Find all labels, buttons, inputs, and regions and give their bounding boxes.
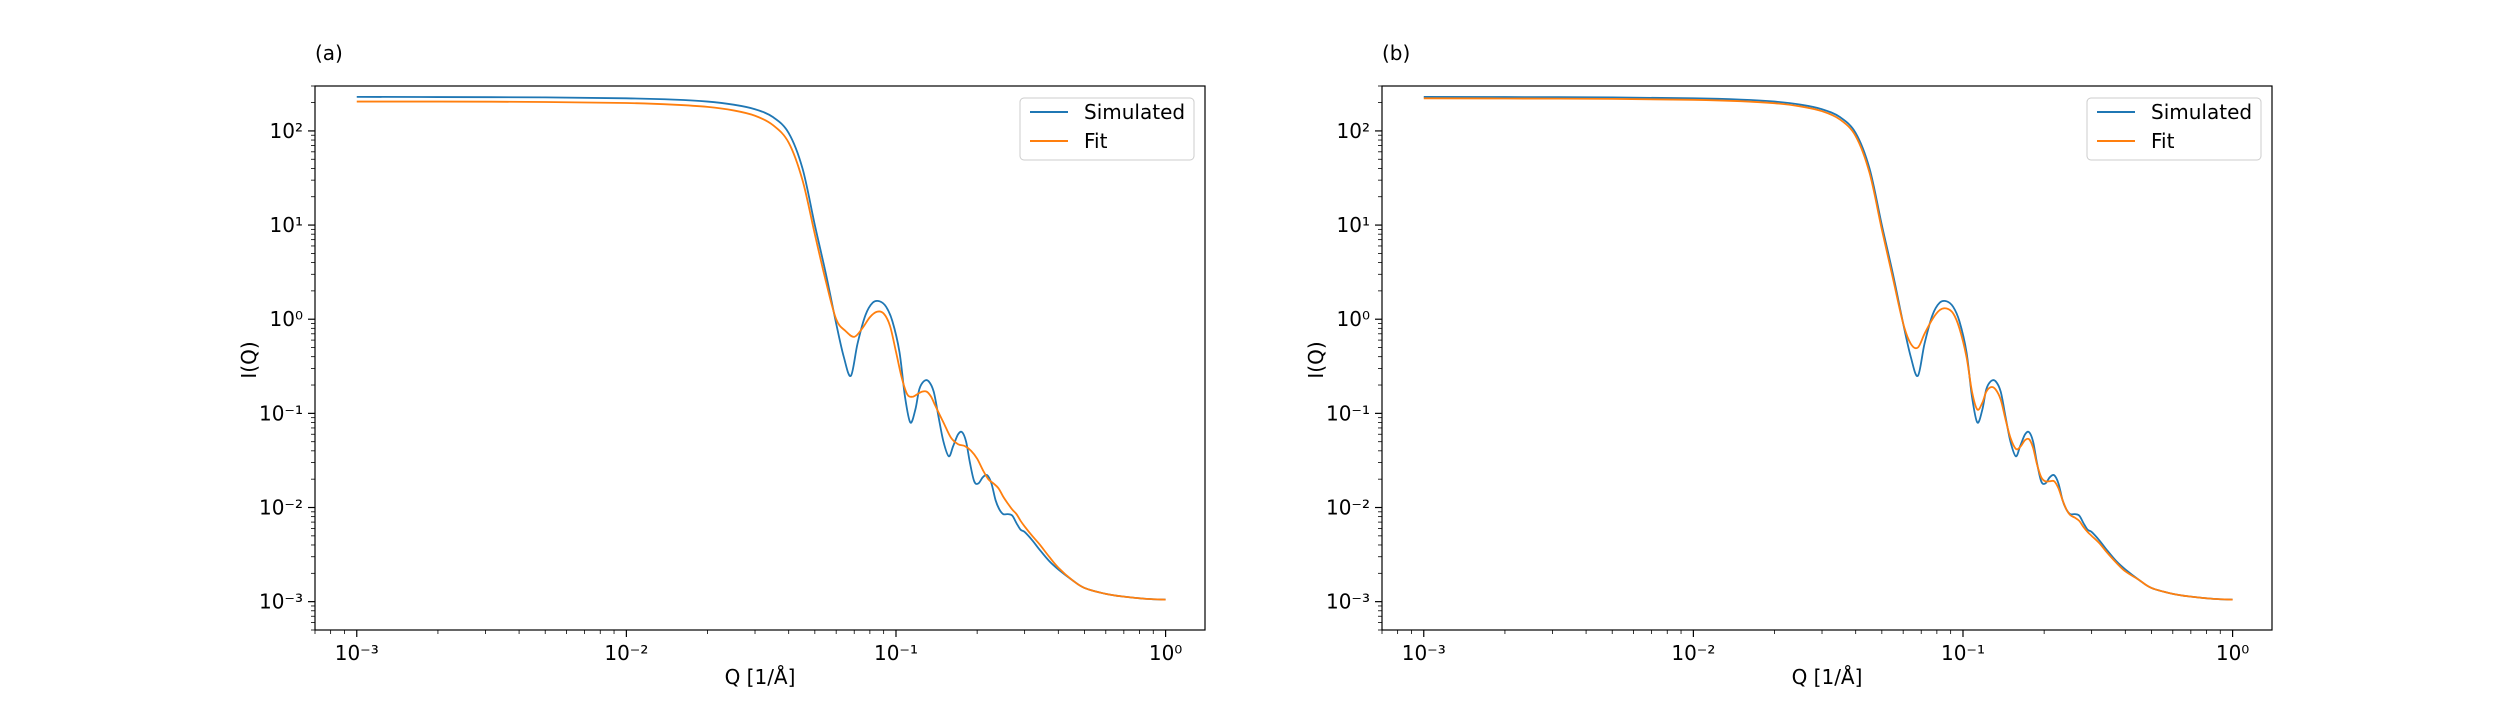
x-tick-label-b: 10⁰ [2216, 641, 2249, 665]
x-axis-label-b: Q [1/Å] [1792, 665, 1863, 689]
y-tick-label-b: 10⁻³ [1326, 590, 1370, 614]
y-axis-label-b: I(Q) [1304, 341, 1328, 378]
legend-box-a [1019, 97, 1195, 161]
x-tick-label-b: 10⁻² [1671, 641, 1715, 665]
series-line-fit-b [1423, 97, 2233, 601]
y-tick-label-a: 10⁻¹ [259, 401, 303, 425]
series-line-simulated-b [1423, 95, 2233, 601]
y-tick-label-b: 10² [1337, 119, 1370, 143]
panel-label-a: (a) [315, 41, 343, 65]
legend-label-fit-b: Fit [2151, 129, 2175, 153]
y-tick-label-b: 10¹ [1337, 213, 1370, 237]
x-tick-label-a: 10⁻² [604, 641, 648, 665]
y-tick-label-a: 10⁻² [259, 496, 303, 520]
legend-label-simulated-a: Simulated [1084, 100, 1185, 124]
y-tick-label-b: 10⁰ [1337, 307, 1370, 331]
x-tick-label-a: 10⁻³ [335, 641, 379, 665]
y-tick-label-a: 10² [270, 119, 303, 143]
legend-box-b [2086, 97, 2262, 161]
legend-a: Simulated Fit [1019, 97, 1195, 161]
x-axis-label-a: Q [1/Å] [725, 665, 796, 689]
panel-label-b: (b) [1382, 41, 1410, 65]
x-tick-label-a: 10⁰ [1149, 641, 1182, 665]
panel-a: (a) 10⁻³ 10⁻² 10⁻¹ 10⁰ 10⁻³ 10⁻² 10⁻¹ 10⁰ 10¹ 10²… [237, 41, 1206, 689]
panel-b: (b) 10⁻³ 10⁻² 10⁻¹ 10⁰ 10⁻³ 10⁻² 10⁻¹ 10⁰ 10¹ 10²… [1304, 41, 2273, 689]
legend-label-fit-a: Fit [1084, 129, 1108, 153]
plot-area-a: 10⁻³ 10⁻² 10⁻¹ 10⁰ 10⁻³ 10⁻² 10⁻¹ 10⁰ 10¹ 10² [259, 85, 1182, 665]
axes-frame-a [314, 85, 1206, 631]
x-tick-label-b: 10⁻³ [1402, 641, 1446, 665]
series-line-fit-a [356, 100, 1166, 601]
y-tick-label-b: 10⁻² [1326, 496, 1370, 520]
y-tick-label-a: 10¹ [270, 213, 303, 237]
x-tick-label-b: 10⁻¹ [1941, 641, 1985, 665]
x-tick-label-a: 10⁻¹ [874, 641, 918, 665]
legend-b: Simulated Fit [2086, 97, 2262, 161]
plot-area-b: 10⁻³ 10⁻² 10⁻¹ 10⁰ 10⁻³ 10⁻² 10⁻¹ 10⁰ 10¹ 10² [1326, 85, 2249, 665]
axes-frame-b [1381, 85, 2273, 631]
y-tick-label-b: 10⁻¹ [1326, 401, 1370, 425]
y-tick-label-a: 10⁰ [270, 307, 303, 331]
y-tick-label-a: 10⁻³ [259, 590, 303, 614]
y-axis-label-a: I(Q) [237, 341, 261, 378]
legend-label-simulated-b: Simulated [2151, 100, 2252, 124]
